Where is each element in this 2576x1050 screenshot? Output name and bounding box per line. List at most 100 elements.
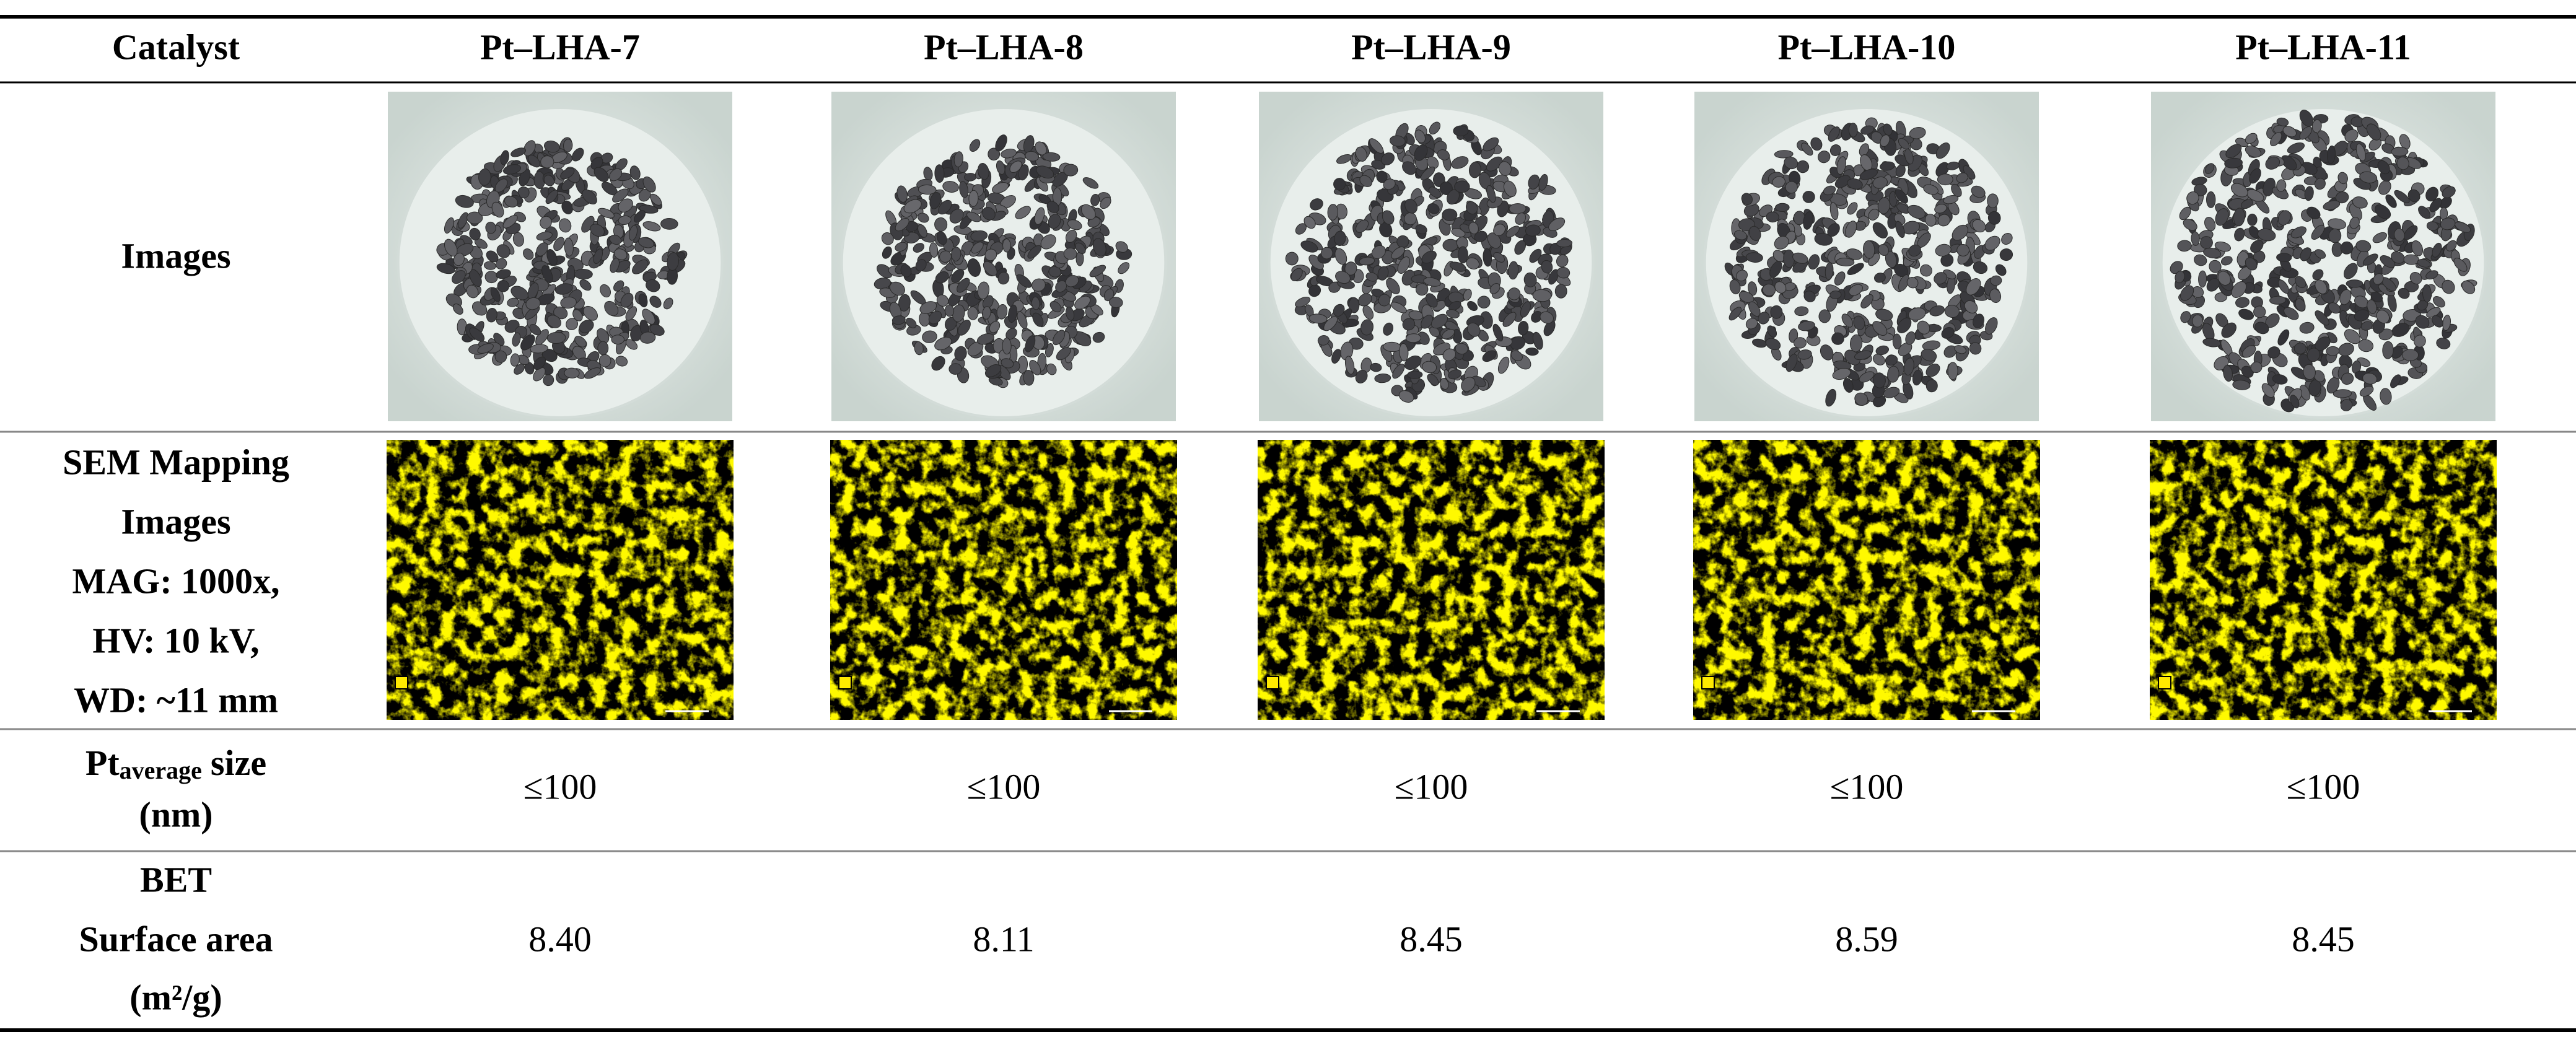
pellet xyxy=(918,184,937,195)
pellet xyxy=(996,160,1005,175)
pellet xyxy=(959,181,969,198)
pellet xyxy=(1390,302,1407,313)
pellet xyxy=(928,310,942,325)
pellet xyxy=(660,217,678,230)
pellet xyxy=(1487,232,1501,249)
pellet xyxy=(628,225,638,241)
pellet xyxy=(1032,278,1046,292)
pellet xyxy=(546,331,566,344)
pellet xyxy=(1818,151,1831,164)
pellet xyxy=(995,134,1007,152)
pellet xyxy=(1065,306,1075,321)
pellet xyxy=(1115,241,1128,253)
pellet xyxy=(544,140,560,153)
pellet xyxy=(618,215,632,225)
pellet xyxy=(572,309,583,322)
pellet xyxy=(545,190,558,204)
column-header: Pt–LHA-10 xyxy=(1778,27,1956,67)
pellet xyxy=(934,336,952,351)
pellet xyxy=(1848,123,1858,138)
pellet xyxy=(1386,278,1400,294)
pellet xyxy=(1554,284,1567,299)
pellet xyxy=(1525,224,1541,237)
pellet xyxy=(976,333,994,345)
pellet xyxy=(598,354,611,367)
pellet xyxy=(1308,313,1328,324)
pellet xyxy=(1359,256,1375,266)
pellet xyxy=(590,157,603,170)
pellet xyxy=(1529,248,1542,263)
pellet xyxy=(1344,261,1357,276)
pellet xyxy=(609,234,622,245)
pellet xyxy=(967,258,981,277)
pellet xyxy=(896,185,908,203)
pellet xyxy=(1935,162,1950,177)
pellet xyxy=(1055,280,1067,293)
pellet xyxy=(1092,238,1106,257)
pellet xyxy=(500,150,509,165)
pellet xyxy=(1103,289,1115,302)
pellet xyxy=(493,333,505,346)
pellet xyxy=(1034,207,1045,225)
pellet xyxy=(1829,290,1842,299)
pellet xyxy=(977,281,989,300)
cell-value: 8.45 xyxy=(2292,919,2355,959)
pellet xyxy=(1505,225,1520,238)
cell-value: ≤100 xyxy=(1395,766,1468,807)
cell-value: ≤100 xyxy=(524,766,597,807)
pellet xyxy=(613,248,628,260)
pellet xyxy=(638,293,648,308)
pellet xyxy=(1036,165,1054,179)
pellet xyxy=(582,189,597,205)
pellet xyxy=(895,242,908,252)
pellet xyxy=(1065,229,1077,243)
pellet xyxy=(484,271,498,284)
pellet xyxy=(1335,271,1351,284)
pellet xyxy=(1082,177,1099,189)
pellet xyxy=(629,165,641,180)
pellet xyxy=(1340,341,1354,361)
pellet xyxy=(1497,356,1510,374)
pellet xyxy=(1556,254,1569,268)
sem-signal xyxy=(1693,440,2040,720)
pellet xyxy=(663,297,673,310)
sem-marker xyxy=(838,676,852,689)
pellet xyxy=(1397,256,1410,274)
pellet xyxy=(1449,261,1466,272)
pellet xyxy=(1090,193,1100,206)
pt-sub: average xyxy=(120,756,202,784)
pellet xyxy=(1383,178,1396,190)
pellet xyxy=(1543,320,1556,336)
pellet xyxy=(1376,170,1388,183)
pellet xyxy=(1333,178,1346,191)
pellet xyxy=(1454,180,1470,193)
pellet xyxy=(1382,210,1395,225)
pellet xyxy=(970,230,988,242)
pellet xyxy=(1348,297,1360,313)
pellet xyxy=(637,237,654,248)
pellet xyxy=(667,252,679,271)
pellet xyxy=(639,331,656,344)
pellet xyxy=(1510,350,1523,362)
pellet xyxy=(496,244,510,258)
pellet xyxy=(1442,208,1458,222)
catalyst-photo xyxy=(1694,92,2039,421)
pellet xyxy=(600,284,611,298)
pellet xyxy=(502,214,518,229)
pellet xyxy=(536,231,553,241)
pellet xyxy=(477,343,494,354)
row-label: WD: ~11 mm xyxy=(74,680,278,720)
pellet xyxy=(978,163,989,180)
pellet xyxy=(1414,144,1428,161)
pellet xyxy=(436,263,455,274)
sem-signal xyxy=(830,440,1177,720)
pellet xyxy=(1002,338,1012,355)
pellet xyxy=(1451,228,1466,238)
pellet xyxy=(579,279,592,291)
pellet xyxy=(2192,314,2204,328)
pellet xyxy=(1457,246,1468,264)
pellet xyxy=(1474,230,1487,242)
pellet xyxy=(1995,264,2007,276)
pellet xyxy=(1748,281,1758,296)
